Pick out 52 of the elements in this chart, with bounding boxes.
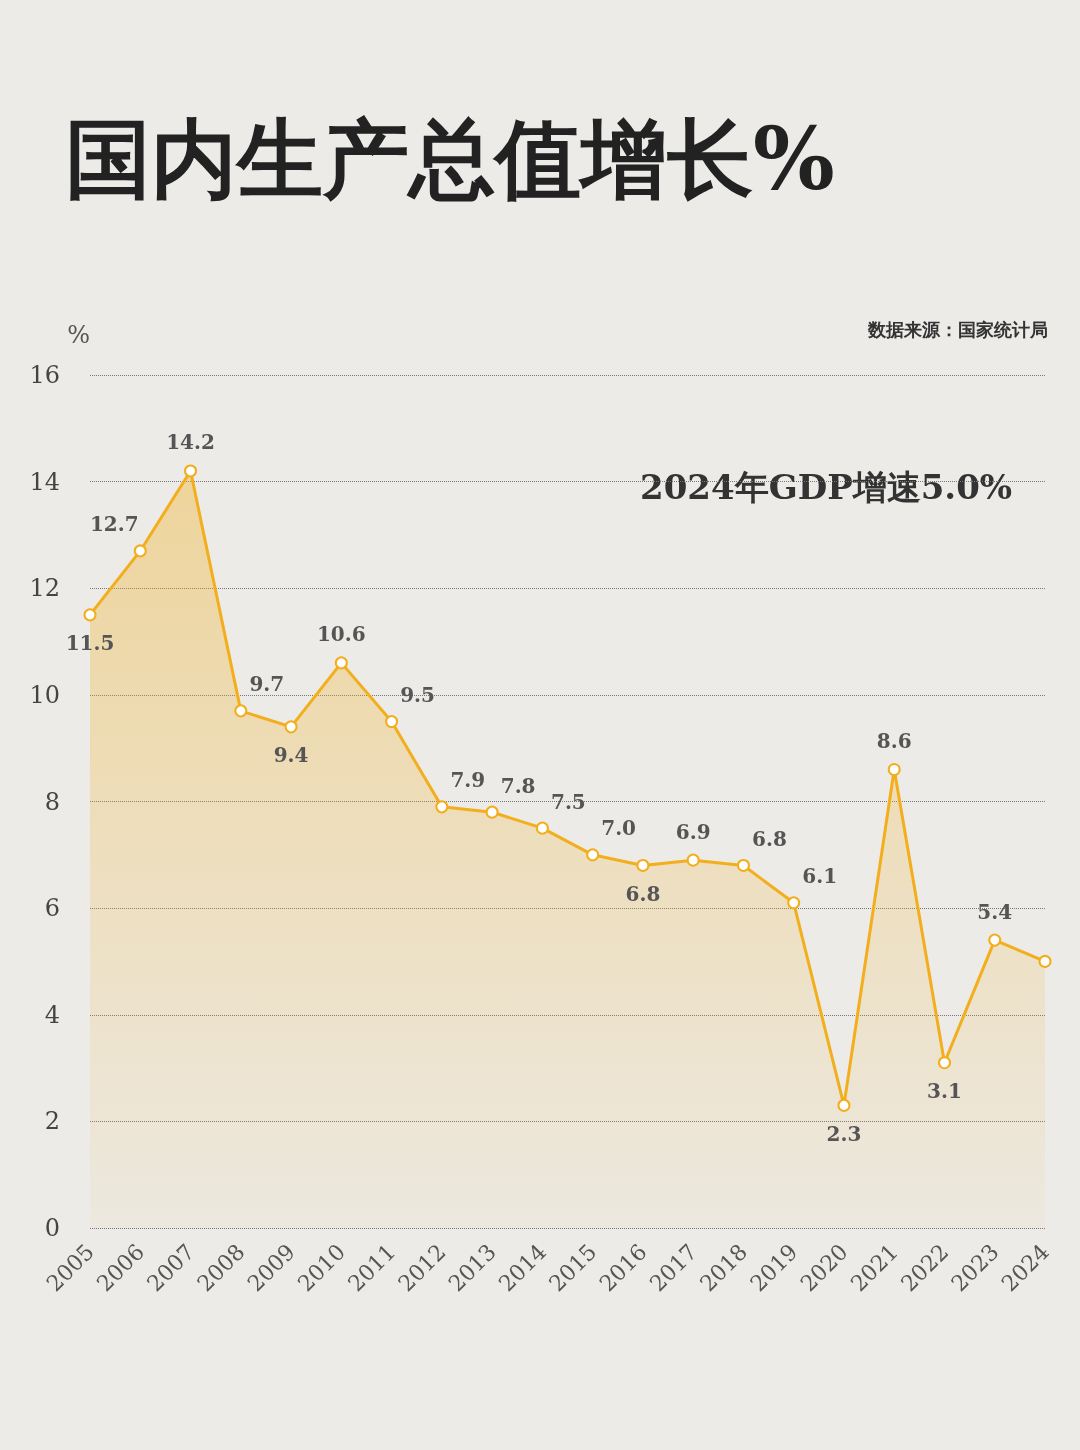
y-axis-title: % [67, 321, 90, 349]
data-label: 3.1 [927, 1079, 962, 1104]
data-label: 7.8 [500, 773, 536, 798]
point [787, 896, 801, 910]
data-label: 6.9 [675, 819, 711, 844]
data-label: 11.5 [65, 631, 115, 656]
point [837, 1098, 851, 1112]
chart-title: 国内生产总值增长% [65, 107, 835, 209]
data-label: 5.4 [977, 899, 1013, 924]
point [83, 608, 97, 622]
data-label: 10.6 [316, 622, 366, 647]
y-tick-label: 16 [29, 361, 60, 389]
y-tick-label: 0 [44, 1214, 60, 1242]
data-label: 7.0 [601, 816, 637, 841]
data-label: 6.8 [752, 826, 787, 851]
point [586, 848, 600, 862]
data-label: 9.4 [273, 743, 309, 768]
data-label: 7.9 [450, 768, 486, 793]
point [334, 656, 348, 670]
y-tick-label: 14 [29, 467, 60, 496]
y-tick-label: 12 [29, 574, 60, 603]
y-tick-label: 6 [44, 894, 60, 923]
data-label: 2.3 [826, 1121, 862, 1146]
data-label: 8.6 [876, 729, 912, 754]
point [133, 544, 147, 558]
point [1038, 954, 1052, 968]
data-label: 6.1 [802, 864, 838, 889]
y-tick-label: 8 [44, 787, 60, 816]
point [284, 720, 298, 734]
source-note: 数据来源：国家统计局 [867, 318, 1048, 340]
data-label: 14.2 [166, 430, 215, 455]
y-tick-label: 10 [29, 680, 60, 709]
y-tick-label: 4 [44, 1000, 60, 1029]
point [234, 704, 248, 718]
point [686, 853, 700, 867]
point [535, 821, 549, 835]
data-label: 9.5 [400, 683, 435, 708]
point [435, 800, 449, 814]
y-tick-label: 2 [44, 1107, 60, 1136]
point [937, 1056, 951, 1070]
point [485, 805, 499, 819]
point [887, 763, 901, 777]
point [636, 858, 650, 872]
data-label: 9.7 [249, 672, 285, 697]
point [988, 933, 1002, 947]
data-label: 12.7 [89, 512, 139, 537]
point [736, 858, 750, 872]
data-label: 7.5 [550, 789, 586, 814]
point [184, 464, 198, 478]
data-label: 6.8 [625, 881, 661, 906]
point [385, 715, 399, 729]
annotation: 2024年GDP增速5.0% [640, 467, 1013, 507]
